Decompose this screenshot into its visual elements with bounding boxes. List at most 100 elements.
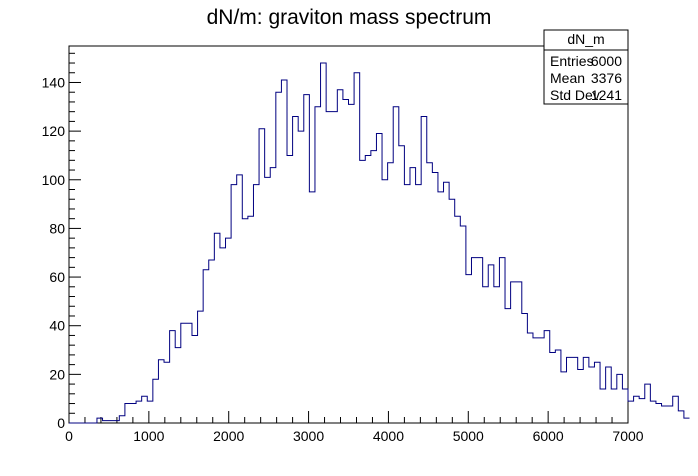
histogram-bin [393, 107, 399, 423]
histogram-bin [460, 226, 466, 423]
histogram-bin [583, 357, 589, 423]
histogram-bin [315, 107, 321, 423]
histogram-bin [539, 338, 545, 423]
y-tick-label: 140 [42, 74, 66, 90]
histogram-bin [365, 155, 371, 423]
histogram-bin [214, 233, 220, 423]
histogram-bin [130, 404, 136, 423]
histogram-bin [97, 418, 103, 423]
histogram-bin [337, 90, 343, 423]
x-tick-label: 1000 [133, 428, 164, 444]
histogram-bin [164, 362, 170, 423]
histogram-bin [226, 238, 232, 423]
histogram-bin [388, 163, 394, 423]
histogram-bin [544, 331, 550, 423]
histogram-bin [147, 401, 153, 423]
histogram-bin [349, 104, 355, 423]
stats-entries-value: 6000 [591, 53, 622, 69]
stats-title: dN_m [567, 31, 604, 47]
histogram-bin [483, 287, 489, 423]
histogram-bin [656, 404, 662, 423]
y-tick-label: 120 [42, 123, 66, 139]
histogram-bin [432, 172, 438, 423]
stats-mean-value: 3376 [591, 70, 622, 86]
x-tick-label: 0 [65, 428, 73, 444]
histogram-bin [645, 384, 651, 423]
histogram-bin [298, 131, 304, 423]
histogram-bin [209, 260, 215, 423]
histogram-bin [617, 374, 623, 423]
y-tick-label: 0 [57, 415, 65, 431]
histogram-bin [125, 404, 131, 423]
histogram-bin [438, 192, 444, 423]
histogram-bin [527, 333, 533, 423]
y-tick-label: 20 [49, 366, 65, 382]
histogram-bin [242, 219, 248, 423]
histogram-bin [136, 401, 142, 423]
histogram-bin [505, 309, 511, 423]
histogram-bin [326, 112, 332, 423]
histogram-bin [203, 270, 209, 423]
histogram-bin [343, 100, 349, 423]
histogram-bin [471, 258, 477, 423]
histogram-bin [293, 117, 299, 423]
histogram-bin [650, 401, 656, 423]
x-tick-label: 7000 [612, 428, 643, 444]
histogram-outline [69, 62, 690, 424]
stats-mean-label: Mean [550, 70, 585, 86]
histogram-bin [444, 182, 450, 423]
histogram-bin [371, 151, 377, 423]
histogram-bin [511, 282, 517, 423]
stats-stddev-label: Std Dev [550, 87, 600, 103]
histogram-bin [276, 92, 282, 423]
histogram-bin [516, 282, 522, 423]
y-tick-label: 100 [42, 172, 66, 188]
histogram-bin [399, 146, 405, 423]
plot-frame [68, 45, 629, 424]
histogram-bin [427, 163, 433, 423]
histogram-bin [673, 396, 679, 423]
histogram-bin [220, 248, 226, 423]
histogram-bin [639, 399, 645, 423]
histogram-bin [466, 275, 472, 423]
histogram-bin [410, 168, 416, 423]
histogram-bin [175, 348, 181, 423]
histogram-bin [158, 360, 164, 423]
histogram-bin [265, 177, 271, 423]
histogram-bin [662, 406, 668, 423]
histogram-bin [376, 134, 382, 423]
histogram-bin [634, 396, 640, 423]
histogram-bin [186, 323, 192, 423]
histogram-bin [416, 185, 422, 423]
y-tick-label: 60 [49, 269, 65, 285]
histogram-bin [667, 406, 673, 423]
histogram-bin [360, 160, 366, 423]
histogram-bin [684, 418, 690, 423]
histogram-bin [567, 357, 573, 423]
histogram-bin [198, 311, 204, 423]
histogram-bin [449, 199, 455, 423]
x-tick-label: 2000 [213, 428, 244, 444]
histogram-bin [572, 357, 578, 423]
histogram-bin [499, 258, 505, 423]
histogram-bin [304, 95, 310, 423]
histogram-bin [606, 367, 612, 423]
histogram-bin [522, 314, 528, 423]
histogram-bin [550, 352, 556, 423]
histogram-bin [170, 331, 176, 423]
histogram-bin [332, 112, 338, 423]
histogram-bin [494, 287, 500, 423]
histogram-bin [561, 372, 567, 423]
histogram-bin [321, 63, 327, 423]
stats-stddev-value: 1241 [591, 87, 622, 103]
x-tick-label: 3000 [293, 428, 324, 444]
histogram-bin [270, 168, 276, 423]
y-tick-label: 40 [49, 318, 65, 334]
histogram-bin [477, 258, 483, 423]
y-tick-label: 80 [49, 220, 65, 236]
chart-title: dN/m: graviton mass spectrum [207, 6, 492, 29]
histogram-bin [600, 389, 606, 423]
histogram-bin [622, 389, 628, 423]
